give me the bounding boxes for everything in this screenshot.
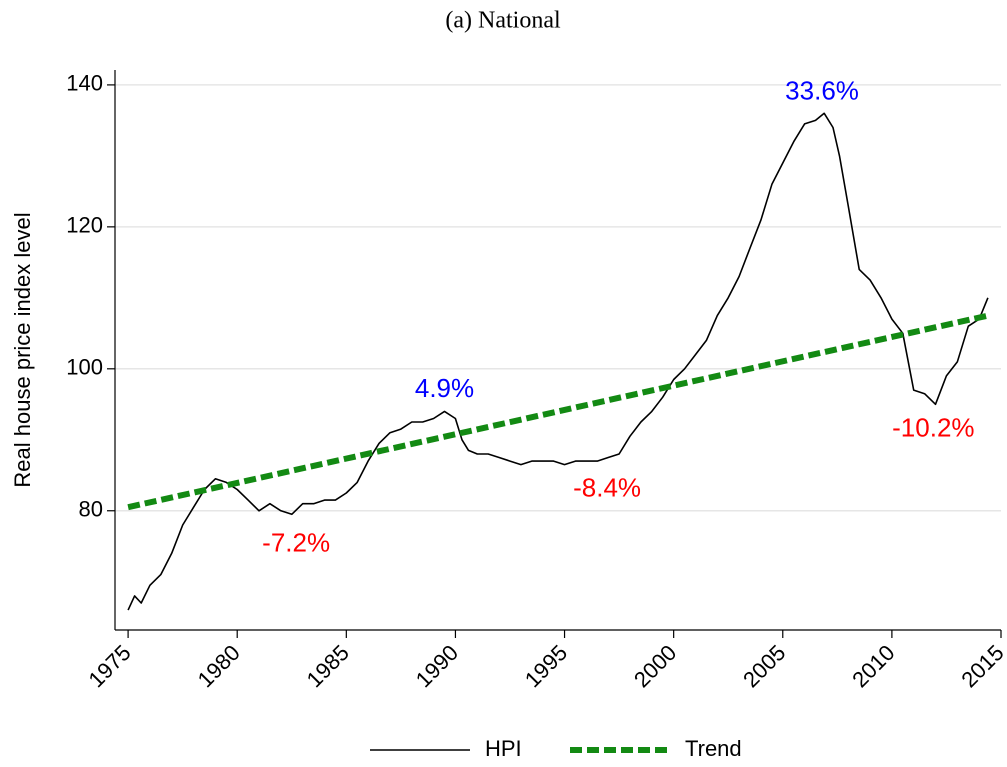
y-axis-label: Real house price index level: [10, 212, 35, 487]
annotation: -10.2%: [892, 413, 974, 443]
annotation: -7.2%: [262, 528, 330, 558]
legend-label: Trend: [685, 736, 742, 761]
y-tick-label: 120: [66, 213, 103, 238]
chart-title: (a) National: [445, 8, 561, 34]
annotation: -8.4%: [573, 472, 641, 502]
legend-label: HPI: [485, 736, 522, 761]
annotation: 4.9%: [415, 373, 474, 403]
x-tick-label: 1985: [302, 640, 354, 692]
y-tick-label: 140: [66, 71, 103, 96]
x-tick-label: 1980: [193, 640, 245, 692]
x-tick-label: 1995: [520, 640, 572, 692]
x-tick-label: 1990: [411, 640, 463, 692]
x-tick-label: 1975: [83, 640, 135, 692]
line-series: [127, 112, 989, 611]
x-tick-label: 2010: [847, 640, 899, 692]
x-tick-label: 2005: [738, 640, 790, 692]
x-tick-label: 2000: [629, 640, 681, 692]
y-tick-label: 80: [79, 497, 103, 522]
annotation: 33.6%: [785, 76, 859, 106]
line-series: [127, 312, 989, 511]
x-tick-label: 2015: [956, 640, 1007, 692]
y-tick-label: 100: [66, 355, 103, 380]
